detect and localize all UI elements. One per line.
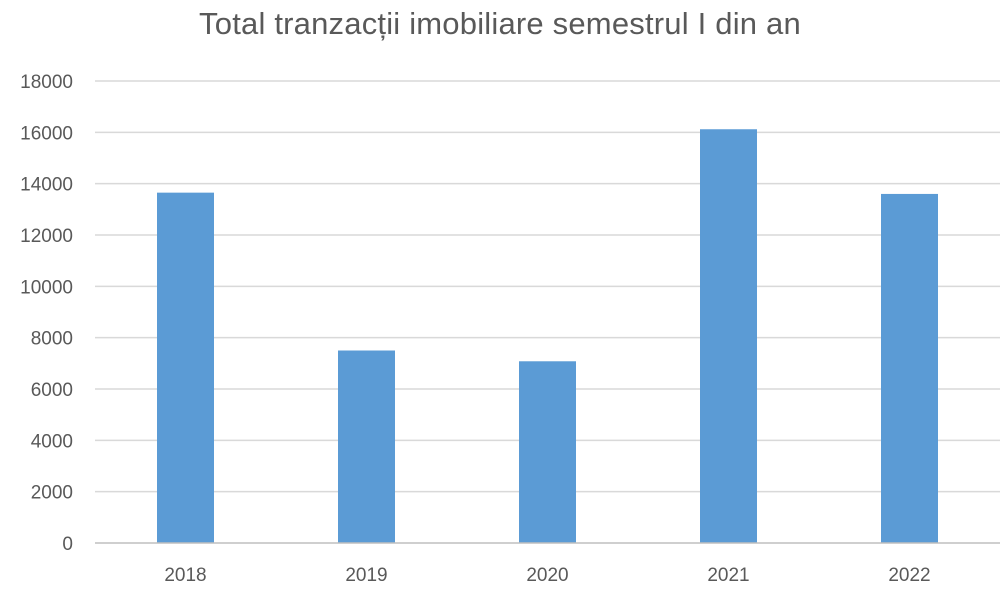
bars bbox=[157, 129, 938, 543]
chart-title: Total tranzacții imobiliare semestrul I … bbox=[199, 6, 801, 41]
y-tick-label: 14000 bbox=[20, 175, 73, 196]
y-tick-label: 12000 bbox=[20, 226, 73, 247]
bar-2019 bbox=[338, 350, 395, 543]
y-tick-label: 0 bbox=[62, 534, 73, 555]
bar-2018 bbox=[157, 192, 214, 543]
bar-2020 bbox=[519, 361, 576, 543]
y-tick-label: 10000 bbox=[20, 277, 73, 298]
y-tick-label: 6000 bbox=[31, 380, 73, 401]
y-tick-label: 4000 bbox=[31, 431, 73, 452]
x-tick-label: 2021 bbox=[707, 565, 749, 586]
x-tick-label: 2018 bbox=[164, 565, 206, 586]
bar-2022 bbox=[881, 193, 938, 543]
y-tick-label: 2000 bbox=[31, 483, 73, 504]
y-tick-label: 16000 bbox=[20, 123, 73, 144]
bar-2021 bbox=[700, 129, 757, 543]
axes: 0 2000 4000 6000 8000 10000 12000 14000 16000 180… bbox=[20, 72, 1000, 586]
x-tick-label: 2022 bbox=[888, 565, 930, 586]
x-tick-label: 2020 bbox=[526, 565, 568, 586]
y-tick-label: 8000 bbox=[31, 329, 73, 350]
y-tick-label: 18000 bbox=[20, 72, 73, 93]
x-tick-label: 2019 bbox=[345, 565, 387, 586]
